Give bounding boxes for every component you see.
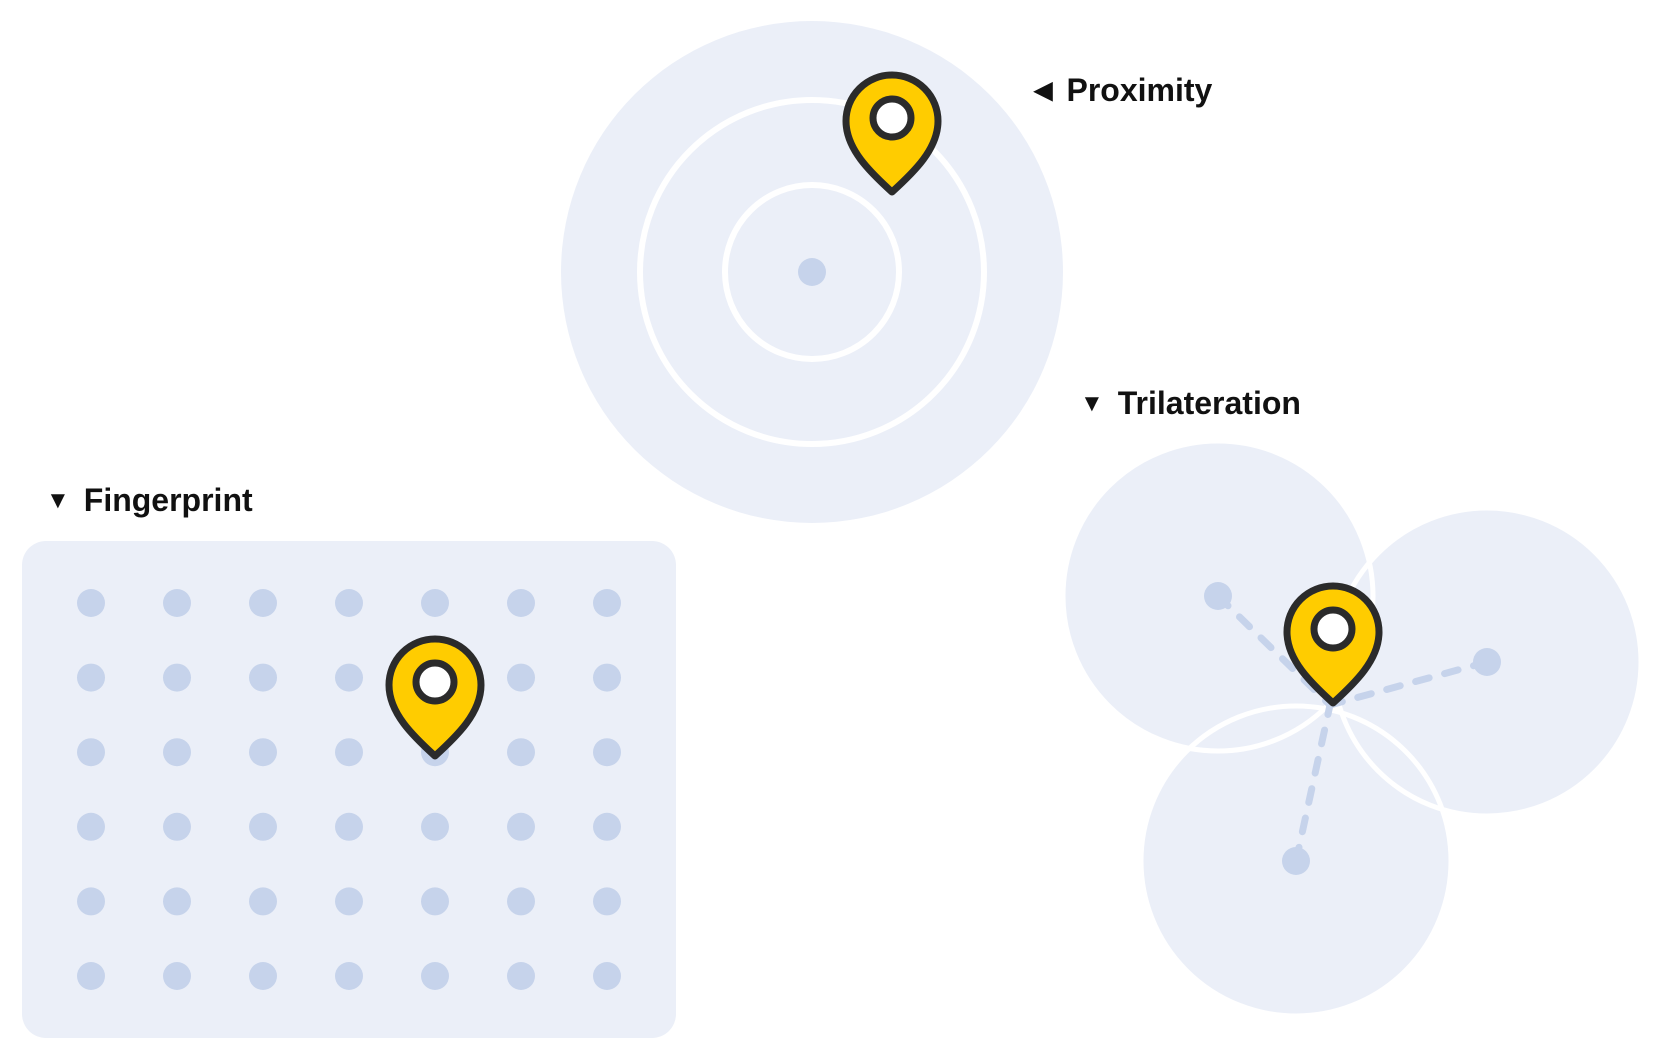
proximity-label-text: Proximity (1066, 72, 1213, 108)
proximity-beacon-dot (798, 258, 826, 286)
trilateration-distance-line-c (1292, 701, 1334, 865)
fingerprint-reference-dot (421, 962, 449, 990)
fingerprint-reference-dot (249, 887, 277, 916)
trilateration-zone (1060, 438, 1644, 1019)
fingerprint-reference-dot (335, 962, 363, 990)
fingerprint-reference-dot (507, 887, 535, 916)
fingerprint-label: ▼ Fingerprint (46, 482, 253, 519)
trilateration-beacon-c (1282, 847, 1310, 875)
fingerprint-reference-dot (593, 663, 621, 692)
fingerprint-label-text: Fingerprint (83, 482, 253, 518)
fingerprint-reference-dot (249, 962, 277, 990)
trilateration-beacon-b (1473, 648, 1501, 676)
trilateration-distance-line-b (1326, 658, 1491, 709)
fingerprint-reference-dot (593, 962, 621, 990)
fingerprint-reference-dot (77, 812, 105, 841)
trilateration-ring-c (1138, 703, 1454, 1019)
fingerprint-reference-dot (77, 663, 105, 692)
fingerprint-reference-dot (335, 738, 363, 767)
trilateration-label-text: Trilateration (1117, 385, 1301, 421)
fingerprint-reference-dot (163, 589, 191, 617)
fingerprint-reference-dot (335, 663, 363, 692)
fingerprint-reference-dot (593, 887, 621, 916)
fingerprint-reference-dot (593, 589, 621, 617)
fingerprint-reference-dot (507, 589, 535, 617)
fingerprint-reference-dot (163, 663, 191, 692)
fingerprint-reference-dot (163, 962, 191, 990)
fingerprint-reference-dot (249, 589, 277, 617)
proximity-zone (561, 21, 1063, 523)
fingerprint-reference-dot (249, 812, 277, 841)
fingerprint-reference-dot (249, 738, 277, 767)
fingerprint-reference-dot (77, 887, 105, 916)
proximity-label: ◀ Proximity (1034, 72, 1212, 109)
fingerprint-reference-dot (421, 887, 449, 916)
fingerprint-reference-dot (163, 887, 191, 916)
trilateration-ring-a (1060, 438, 1376, 754)
fingerprint-reference-dot (335, 887, 363, 916)
fingerprint-reference-dot (77, 738, 105, 767)
fingerprint-reference-dot (593, 812, 621, 841)
fingerprint-reference-dot (335, 589, 363, 617)
fingerprint-area (22, 541, 676, 1038)
triangle-down-icon: ▼ (1080, 389, 1104, 417)
fingerprint-reference-dot (163, 738, 191, 767)
fingerprint-reference-dot (77, 962, 105, 990)
fingerprint-reference-dot (163, 812, 191, 841)
trilateration-beacon-a (1204, 582, 1232, 610)
fingerprint-zone (22, 541, 676, 1038)
fingerprint-reference-dot (507, 663, 535, 692)
fingerprint-reference-dot (507, 962, 535, 990)
trilateration-label: ▼ Trilateration (1080, 385, 1301, 422)
triangle-left-icon: ◀ (1034, 76, 1053, 104)
fingerprint-reference-dot (249, 663, 277, 692)
fingerprint-reference-dot (507, 812, 535, 841)
fingerprint-reference-dot (335, 812, 363, 841)
fingerprint-reference-dot (507, 738, 535, 767)
fingerprint-reference-dot (77, 589, 105, 617)
fingerprint-reference-dot (421, 589, 449, 617)
fingerprint-reference-dot (593, 738, 621, 767)
fingerprint-reference-dot (421, 812, 449, 841)
proximity-ring-outer (637, 97, 987, 447)
triangle-down-icon: ▼ (46, 486, 70, 514)
proximity-ring-inner (722, 182, 902, 362)
